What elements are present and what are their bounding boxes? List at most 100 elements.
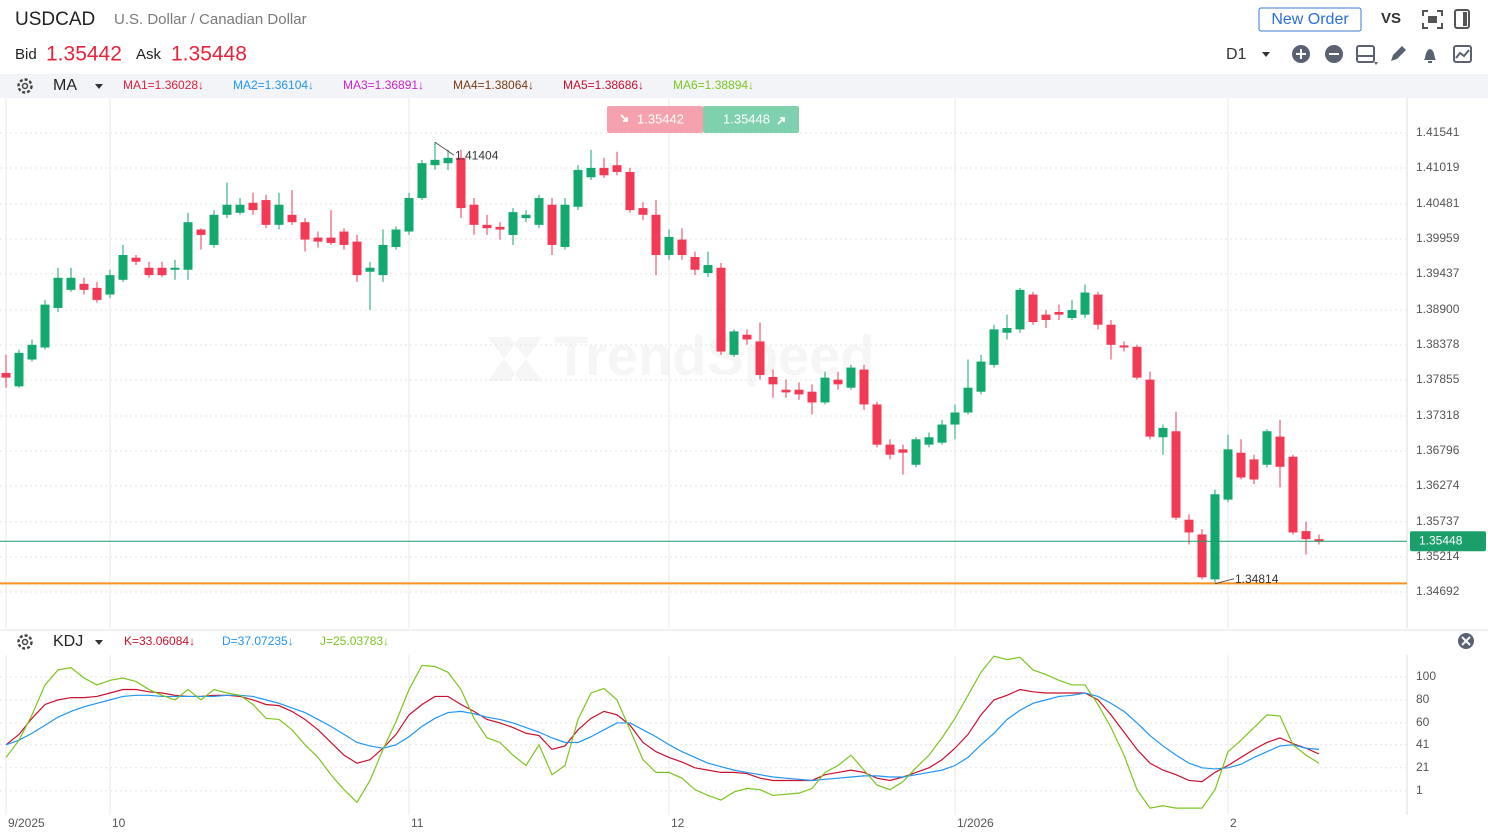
candle-body xyxy=(534,198,544,225)
ask-quote[interactable]: 1.35448 xyxy=(723,111,770,126)
candle-body xyxy=(144,267,154,276)
icon-shape[interactable] xyxy=(17,634,33,650)
candle-body xyxy=(118,255,128,280)
zoom-out-icon[interactable] xyxy=(1325,45,1343,63)
indicator-name[interactable]: MA xyxy=(53,77,77,94)
y-tick-label: 1.41019 xyxy=(1416,160,1460,174)
icon-shape[interactable] xyxy=(1428,16,1437,23)
y-tick-label: 1.36274 xyxy=(1416,478,1460,492)
ask-quote-bg[interactable] xyxy=(703,106,799,133)
candle-body xyxy=(729,331,739,355)
indicator-bar xyxy=(0,74,1488,98)
icon-shape[interactable] xyxy=(1455,49,1470,59)
candle-body xyxy=(625,171,635,211)
dropdown-caret[interactable] xyxy=(95,84,103,89)
candle-body xyxy=(339,231,349,245)
icon-shape[interactable] xyxy=(1356,45,1375,63)
candle-body xyxy=(937,424,947,443)
button-frame[interactable] xyxy=(1258,7,1362,32)
ma-value: MA1=1.36028↓ xyxy=(123,78,204,92)
icon-shape[interactable] xyxy=(21,638,29,646)
candle-body xyxy=(1275,436,1285,467)
candle-body xyxy=(1288,456,1298,533)
icon-shape[interactable] xyxy=(21,82,29,90)
ask-label: Ask xyxy=(136,46,162,63)
candle-body xyxy=(196,229,206,235)
vs-button[interactable]: VS xyxy=(1381,10,1401,27)
down-arrow[interactable] xyxy=(620,114,628,122)
candle-body xyxy=(573,169,583,207)
watermark-logo xyxy=(488,337,542,381)
dropdown-caret[interactable] xyxy=(95,640,103,645)
icon-shape[interactable] xyxy=(1463,12,1467,26)
bid-quote[interactable]: 1.35442 xyxy=(637,111,684,126)
candle-body xyxy=(599,167,609,176)
kdj-name[interactable]: KDJ xyxy=(53,633,83,650)
icon-shape[interactable] xyxy=(1454,9,1470,29)
dropdown-caret[interactable] xyxy=(1262,52,1270,57)
candle-body xyxy=(1197,534,1207,578)
icon-shape[interactable] xyxy=(1461,636,1471,646)
y-tick-label: 1.41541 xyxy=(1416,125,1460,139)
timeframe[interactable]: D1 xyxy=(1226,46,1247,63)
x-tick-label: 2 xyxy=(1230,816,1237,830)
y-tick-label: 21 xyxy=(1416,760,1430,774)
y-tick-label: 80 xyxy=(1416,692,1430,706)
y-tick-label: 100 xyxy=(1416,669,1436,683)
max-label: 1.41404 xyxy=(455,148,499,162)
new-order-button[interactable]: New Order xyxy=(1258,7,1362,32)
candle-body xyxy=(1093,294,1103,325)
y-tick-label: 60 xyxy=(1416,715,1430,729)
icon-shape[interactable] xyxy=(1374,62,1378,65)
y-tick-label: 1.39437 xyxy=(1416,266,1460,280)
quote-box[interactable]: 1.35442 1.35448 xyxy=(607,106,799,133)
alert-icon[interactable] xyxy=(1424,49,1436,63)
candle-body xyxy=(131,257,141,262)
candle-body xyxy=(482,224,492,229)
icon-shape[interactable] xyxy=(1422,10,1443,29)
candle-body xyxy=(1106,324,1116,345)
close-panel-button[interactable] xyxy=(1458,633,1474,649)
ma-value: MA5=1.38686↓ xyxy=(563,78,644,92)
x-tick-label: 10 xyxy=(112,816,126,830)
candle-body xyxy=(976,361,986,392)
candle-body xyxy=(1145,379,1155,437)
zoom-in-icon[interactable] xyxy=(1292,45,1310,63)
max-pointer xyxy=(434,141,455,156)
draw-icon[interactable] xyxy=(1391,46,1406,61)
button-label[interactable]: New Order xyxy=(1271,11,1349,28)
bid-quote-bg[interactable] xyxy=(607,106,703,133)
y-tick-label: 41 xyxy=(1416,737,1430,751)
candle-body xyxy=(560,204,570,247)
candle-body xyxy=(1314,539,1324,542)
candle-body xyxy=(508,212,518,235)
candle-body xyxy=(1067,309,1077,319)
candle-body xyxy=(989,329,999,365)
kdj-settings-icon[interactable] xyxy=(17,634,33,650)
candle-body xyxy=(1236,452,1246,478)
chart-type-icon[interactable] xyxy=(1453,45,1472,63)
candle-body xyxy=(365,267,375,272)
ma-settings-icon[interactable] xyxy=(17,78,33,94)
candle-body xyxy=(547,204,557,245)
x-tick-label: 12 xyxy=(671,816,685,830)
candle-body xyxy=(924,437,934,445)
ma-value: MA3=1.36891↓ xyxy=(343,78,424,92)
candle-body xyxy=(66,277,76,290)
panel-icon[interactable] xyxy=(1454,9,1470,29)
candle-body xyxy=(690,257,700,270)
fullscreen-icon[interactable] xyxy=(1422,10,1443,29)
up-arrow[interactable] xyxy=(777,117,785,125)
icon-shape[interactable] xyxy=(17,78,33,94)
candle-body xyxy=(430,159,440,166)
candle-body xyxy=(716,267,726,352)
candle-body xyxy=(1002,328,1012,333)
layout-icon[interactable] xyxy=(1356,45,1378,65)
candle-body xyxy=(1132,346,1142,378)
icon-shape[interactable] xyxy=(1453,45,1472,63)
icon-shape[interactable] xyxy=(1296,49,1306,59)
y-tick-label: 1.38378 xyxy=(1416,337,1460,351)
candle-body xyxy=(27,344,37,360)
